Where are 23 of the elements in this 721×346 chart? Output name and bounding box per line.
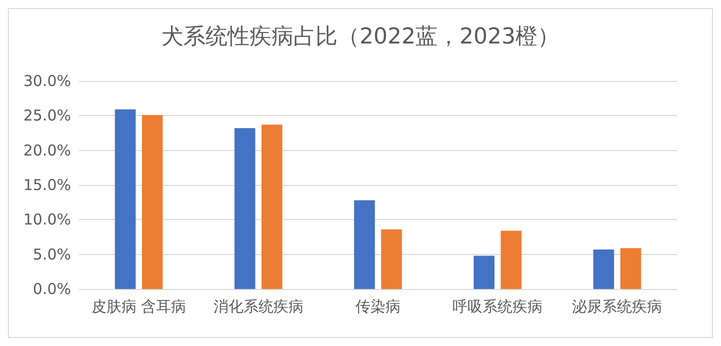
- bar: [354, 200, 375, 289]
- bar: [381, 229, 402, 289]
- x-tick-label: 泌尿系统疾病: [572, 298, 662, 316]
- bar: [500, 230, 522, 289]
- y-tick-label: 10.0%: [23, 210, 71, 229]
- y-tick-label: 0.0%: [32, 280, 71, 298]
- bar: [620, 248, 642, 289]
- x-tick-label: 消化系统疾病: [213, 298, 304, 316]
- bar: [593, 249, 614, 289]
- bar: [262, 124, 282, 289]
- y-tick-label: 20.0%: [23, 141, 71, 160]
- y-tick-label: 15.0%: [23, 176, 71, 194]
- y-tick-label: 30.0%: [23, 72, 71, 90]
- y-tick-label: 5.0%: [32, 245, 71, 264]
- bar: [474, 256, 494, 289]
- x-tick-label: 传染病: [356, 298, 400, 316]
- y-tick-label: 25.0%: [23, 106, 71, 125]
- bar: [142, 114, 163, 289]
- x-tick-label: 呼吸系统疾病: [452, 298, 543, 316]
- bar: [234, 128, 256, 289]
- chart-title: 犬系统性疾病占比（2022蓝，2023橙）: [162, 24, 560, 50]
- bar: [114, 109, 136, 289]
- x-tick-label: 皮肤病 含耳病: [91, 298, 186, 316]
